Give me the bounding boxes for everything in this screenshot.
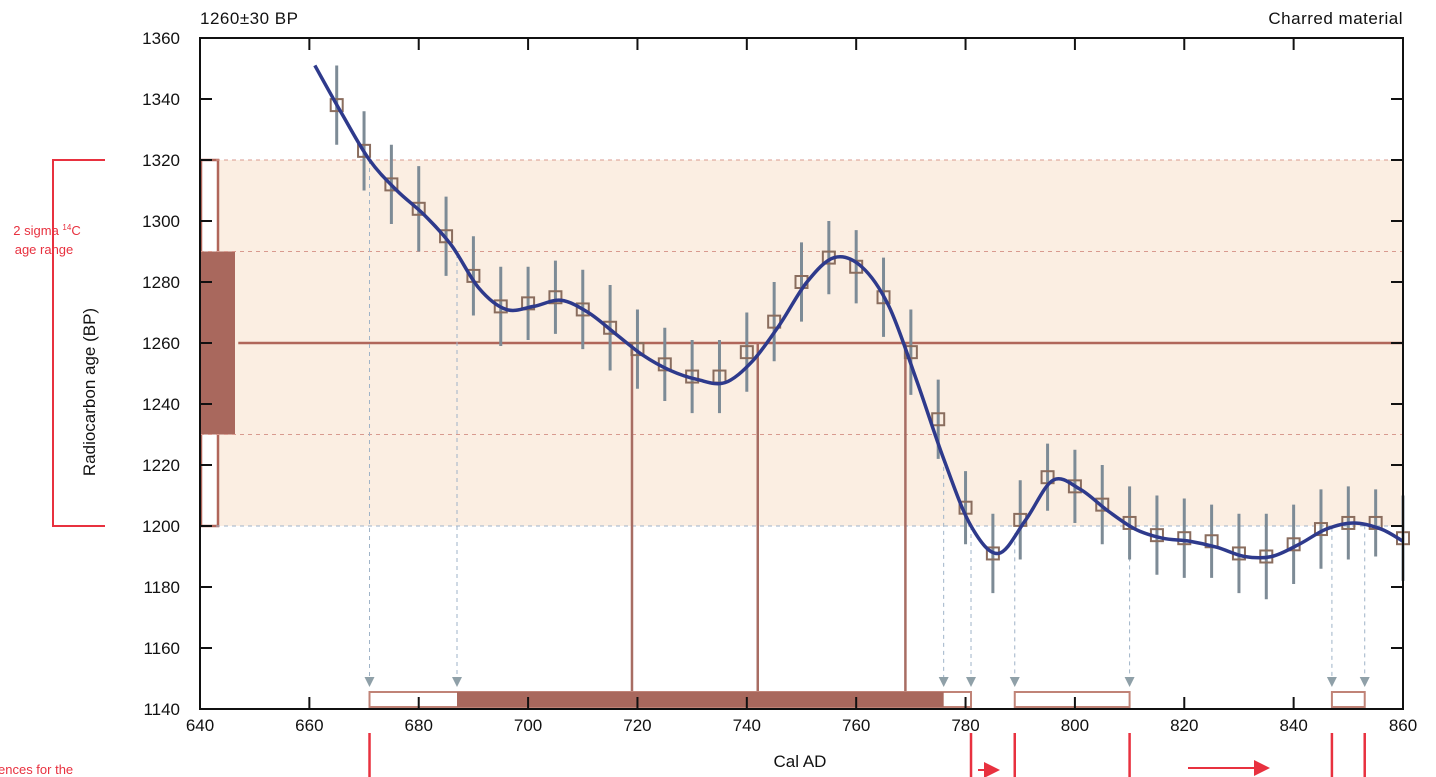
x-tick-label: 740 [733,716,761,735]
data-point [1067,479,1082,494]
x-tick-label: 640 [186,716,214,735]
y-tick-label: 1280 [142,273,180,292]
data-point [411,201,426,216]
one-sigma-range-box [457,692,944,707]
data-point [548,290,563,305]
y-tick-label: 1200 [142,517,180,536]
age-range-note-suffix: C [71,223,80,238]
age-range-note-prefix: 2 sigma [13,223,62,238]
data-point [1177,531,1192,546]
age-range-note-superscript: 14 [62,223,71,232]
x-tick-label: 840 [1279,716,1307,735]
age-range-bracket [52,159,105,527]
x-axis-title: Cal AD [774,752,827,771]
data-point [876,290,891,305]
data-point [357,143,372,158]
range-arrow-marker [1009,677,1020,687]
x-tick-label: 760 [842,716,870,735]
data-point [439,229,454,244]
age-range-note: 2 sigma 14C [13,223,80,238]
y-tick-label: 1180 [143,578,180,597]
y-tick-label: 1360 [142,29,180,48]
plot-frame [199,37,1404,710]
cropped-note: ences for the [0,762,73,777]
calibration-curve [313,64,1404,560]
two-sigma-range-box [1330,691,1366,708]
x-tick-label: 720 [623,716,651,735]
chart-title: 1260±30 BP [200,9,298,28]
x-tick-label: 700 [514,716,542,735]
y-tick-label: 1300 [142,212,180,231]
x-tick-label: 800 [1061,716,1089,735]
chart-subtitle: Charred material [1268,9,1403,28]
range-arrow-marker [1359,677,1370,687]
y-axis-title: Radiocarbon age (BP) [80,308,99,476]
data-point [903,345,918,360]
y-tick-label: 1340 [142,90,180,109]
age-range-note-line2: age range [15,242,74,257]
x-tick-label: 680 [405,716,433,735]
x-tick-label: 860 [1389,716,1417,735]
y-tick-label: 1260 [142,334,180,353]
data-point [384,177,399,192]
y-tick-label: 1220 [142,456,180,475]
x-tick-label: 820 [1170,716,1198,735]
data-point [931,412,946,427]
range-arrow-marker [1124,677,1135,687]
range-arrow-marker [938,677,949,687]
data-point [630,342,645,357]
y-tick-label: 1140 [143,700,180,719]
y-tick-label: 1160 [143,639,180,658]
data-point [575,302,590,317]
data-point [329,98,344,113]
range-arrow-marker [966,677,977,687]
y-tick-label: 1240 [142,395,180,414]
x-tick-label: 660 [295,716,323,735]
x-tick-label: 780 [951,716,979,735]
data-point [739,345,754,360]
two-sigma-range-box [1013,691,1131,708]
data-point [603,320,618,335]
range-arrow-marker [1326,677,1337,687]
range-arrow-marker [364,677,375,687]
data-point [493,299,508,314]
data-point [1095,497,1110,512]
range-arrow-marker [452,677,463,687]
y-tick-label: 1320 [142,151,180,170]
